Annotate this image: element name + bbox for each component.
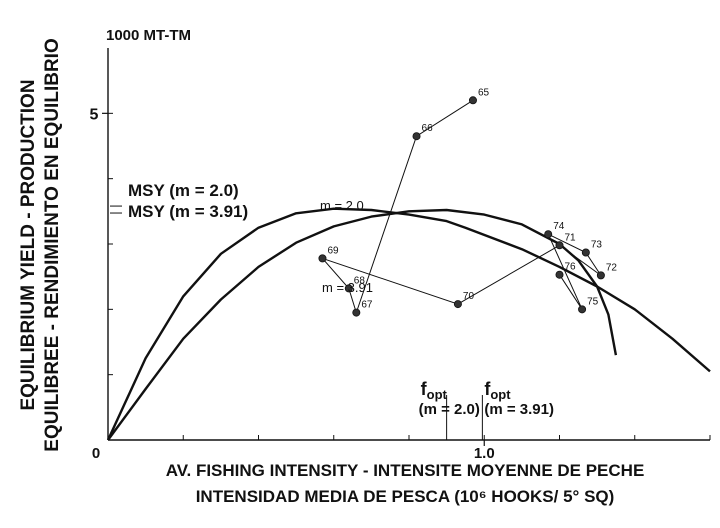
curve-label: m = 3.91: [322, 280, 373, 295]
y-axis-label-1: EQUILIBRIUM YIELD - PRODUCTION: [18, 79, 39, 410]
point-label: 71: [565, 232, 577, 243]
labels: 1000 MT-TM EQUILIBRIUM YIELD - PRODUCTION…: [18, 27, 644, 506]
x-tick-label: 1.0: [474, 445, 495, 462]
data-point: [318, 254, 327, 263]
yield-curve: [107, 208, 618, 441]
point-label: 65: [478, 87, 490, 98]
trajectory: 65 66 67 68 69 70 71 72 73 74 75 76: [318, 87, 618, 317]
point-label: 68: [354, 275, 366, 286]
fopt-condition: (m = 2.0): [419, 401, 480, 418]
point-label: 72: [606, 262, 618, 273]
point-label: 74: [553, 221, 565, 232]
data-point: [352, 308, 361, 317]
fopt-label: fopt: [484, 379, 511, 402]
msy-label: MSY (m = 2.0): [128, 181, 239, 200]
data-point: [544, 230, 553, 239]
y-tick-label: 5: [90, 106, 99, 123]
x-tick-label: 0: [92, 445, 100, 462]
data-point: [344, 284, 353, 293]
point-label: 70: [463, 291, 475, 302]
x-axis-label-1: AV. FISHING INTENSITY - INTENSITE MOYENN…: [166, 461, 645, 480]
trajectory-line: [320, 99, 602, 315]
data-point: [578, 305, 587, 314]
data-point: [468, 96, 477, 105]
msy-label: MSY (m = 3.91): [128, 202, 248, 221]
x-axis-label-2: INTENSIDAD MEDIA DE PESCA (10⁶ HOOKS/ 5°…: [196, 487, 615, 506]
fopt-condition: (m = 3.91): [484, 401, 554, 418]
data-point: [555, 270, 564, 279]
y-axis-label-2: EQUILIBREE - RENDIMIENTO EN EQUILIBRIO: [42, 38, 63, 451]
point-label: 66: [422, 123, 434, 134]
point-label: 75: [587, 296, 599, 307]
point-label: 76: [565, 262, 577, 273]
point-label: 67: [361, 300, 373, 311]
point-label: 73: [591, 239, 603, 250]
data-point: [581, 248, 590, 257]
fopt-label: fopt: [421, 379, 448, 402]
data-point: [596, 271, 605, 280]
yield-curve: [106, 207, 711, 441]
point-label: 69: [327, 245, 339, 256]
curve-label: m = 2.0: [320, 198, 364, 213]
data-point: [412, 132, 421, 141]
axes: 0 1.05: [90, 48, 711, 462]
data-point: [453, 300, 462, 309]
curves: [106, 207, 711, 441]
data-point: [555, 241, 564, 250]
y-unit-label: 1000 MT-TM: [106, 27, 191, 44]
